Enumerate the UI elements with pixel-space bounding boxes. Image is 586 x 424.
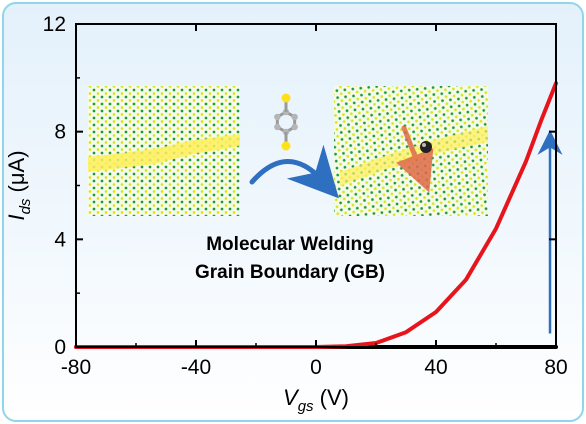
y-axis-symbol: I	[4, 214, 29, 220]
x-tick-label: 40	[424, 356, 447, 379]
y-axis-title: Ids (μA)	[4, 150, 34, 220]
molecule-carbon	[291, 113, 298, 121]
annotation-text: Molecular Welding	[206, 234, 374, 255]
x-axis-unit: (V)	[314, 385, 349, 410]
x-tick-label: 80	[544, 356, 567, 379]
molecule-carbon	[274, 113, 281, 121]
molecule-carbon	[291, 123, 298, 131]
carrier-highlight	[422, 143, 426, 147]
x-tick-label: -40	[181, 356, 211, 379]
y-tick-label: 0	[54, 336, 66, 359]
x-tick-label: 0	[310, 356, 322, 379]
molecule-sulfur	[281, 141, 291, 151]
annotation-text: Grain Boundary (GB)	[195, 262, 385, 283]
x-axis-title: Vgs (V)	[283, 385, 349, 415]
x-tick-label: -80	[61, 356, 91, 379]
molecule-carbon	[274, 123, 281, 131]
y-axis-unit: (μA)	[4, 150, 29, 198]
inset-illustration: Molecular Welding Grain Boundary (GB)	[88, 86, 488, 283]
grain-boundary-left	[88, 134, 240, 172]
carrier-arrow	[396, 125, 434, 193]
carrier-ball	[420, 141, 432, 153]
x-axis-symbol: V	[283, 385, 300, 410]
y-tick-label: 4	[54, 228, 66, 251]
x-axis-subscript: gs	[298, 398, 314, 415]
molecule-icon	[274, 93, 298, 151]
chart: Molecular Welding Grain Boundary (GB) -80 -…	[4, 13, 568, 415]
molecule-sulfur	[281, 93, 291, 103]
y-tick-label: 12	[43, 13, 66, 36]
welding-arrow	[249, 144, 339, 199]
y-tick-label: 8	[54, 121, 66, 144]
y-axis-subscript: ds	[17, 198, 34, 214]
